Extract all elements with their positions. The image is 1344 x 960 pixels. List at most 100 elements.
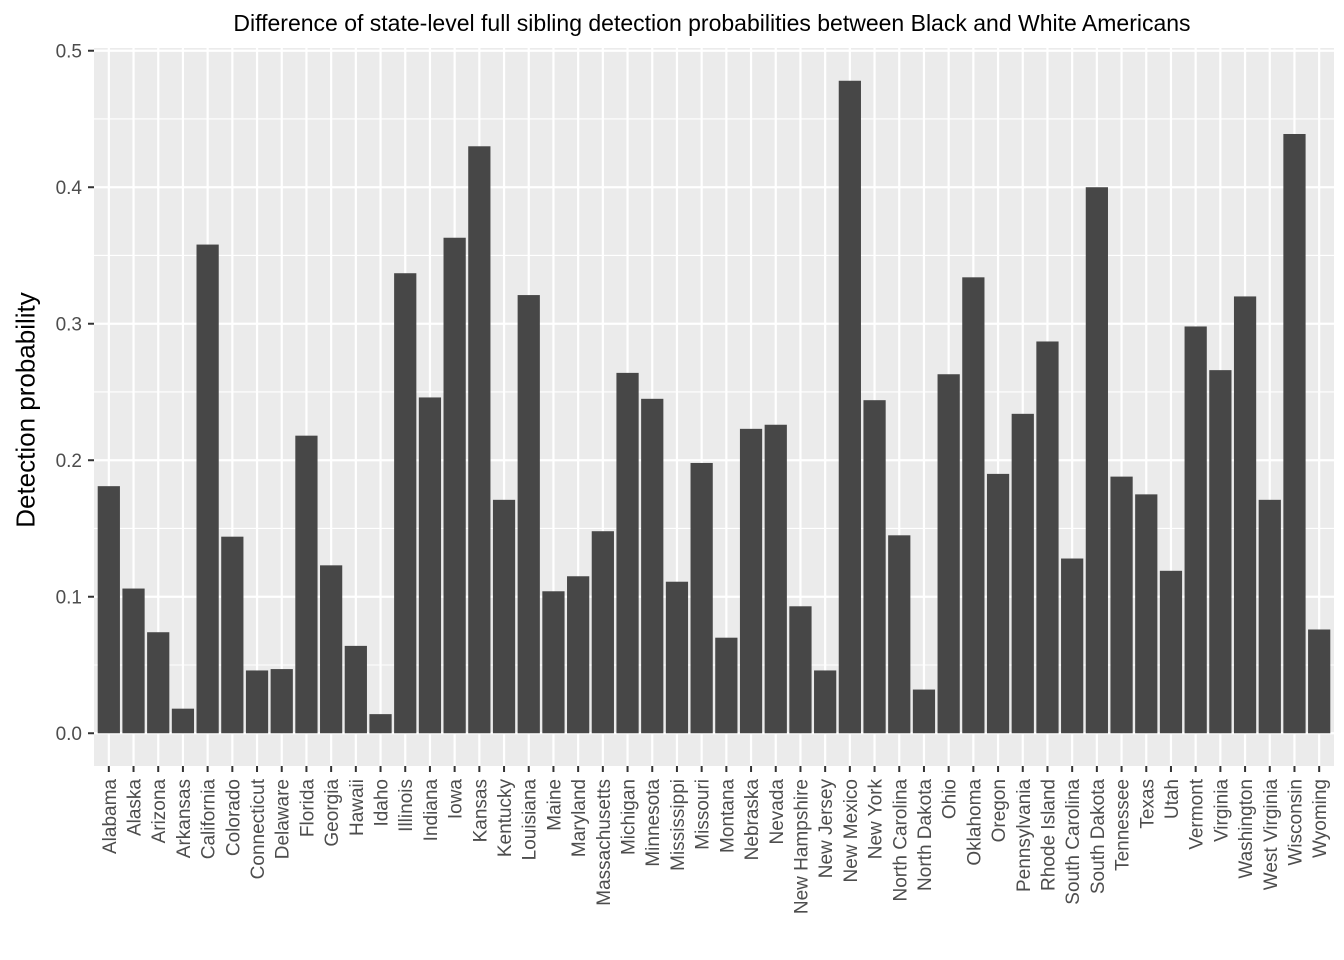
x-tick-label: Minnesota: [643, 779, 664, 867]
bar-illinois: [394, 273, 417, 734]
bar-new-jersey: [814, 670, 837, 734]
bar-nebraska: [739, 428, 763, 734]
bar-arizona: [147, 632, 170, 734]
x-tick-label: Montana: [717, 779, 738, 853]
bar-louisiana: [517, 295, 540, 734]
bar-west-virginia: [1258, 499, 1281, 734]
x-tick-label: Wyoming: [1310, 779, 1331, 858]
x-tick-label: Iowa: [446, 779, 467, 820]
x-tick-label: Hawaii: [347, 779, 368, 836]
bar-missouri: [690, 462, 713, 734]
x-tick-label: Maine: [544, 779, 565, 831]
bar-nevada: [764, 424, 787, 734]
bar-utah: [1159, 570, 1183, 734]
y-tick-label: 0.5: [56, 42, 82, 63]
bar-virginia: [1209, 370, 1232, 734]
bar-tennessee: [1110, 476, 1133, 734]
bar-new-mexico: [838, 80, 861, 734]
x-tick-label: Delaware: [273, 779, 294, 859]
bar-vermont: [1184, 326, 1207, 734]
x-tick-label: Kentucky: [495, 779, 516, 858]
bar-south-dakota: [1085, 187, 1108, 734]
x-tick-label: South Dakota: [1088, 779, 1109, 895]
x-axis: Alabama Alaska Arizona Arkansas California Co…: [100, 766, 1331, 914]
bar-alabama: [97, 486, 120, 734]
bar-indiana: [418, 397, 442, 734]
bar-washington: [1233, 296, 1257, 734]
bar-mississippi: [665, 581, 689, 734]
x-tick-label: Texas: [1137, 779, 1158, 829]
bar-arkansas: [171, 708, 195, 734]
bar-ohio: [937, 374, 960, 734]
x-tick-label: Ohio: [940, 779, 961, 819]
x-tick-label: Virginia: [1211, 779, 1232, 842]
x-tick-label: Florida: [297, 779, 318, 838]
x-tick-label: New Hampshire: [791, 779, 812, 914]
x-tick-label: Vermont: [1187, 778, 1208, 849]
x-tick-label: North Carolina: [890, 779, 911, 902]
bar-kentucky: [492, 499, 516, 734]
bar-maryland: [567, 576, 590, 734]
bar-california: [196, 244, 219, 734]
x-tick-label: Oregon: [989, 779, 1010, 842]
y-tick-label: 0.0: [56, 724, 82, 745]
x-tick-label: Colorado: [223, 779, 244, 856]
bar-new-hampshire: [789, 606, 812, 734]
x-tick-label: Louisiana: [520, 779, 541, 861]
x-tick-label: Idaho: [372, 779, 393, 827]
bar-michigan: [616, 372, 639, 734]
bar-pennsylvania: [1011, 413, 1034, 734]
x-tick-label: Alaska: [125, 779, 146, 836]
x-tick-label: Connecticut: [248, 778, 269, 879]
bar-minnesota: [641, 398, 664, 734]
bar-wyoming: [1308, 629, 1331, 734]
bar-texas: [1135, 494, 1158, 734]
x-tick-label: Arkansas: [174, 779, 195, 858]
bar-alaska: [122, 588, 145, 734]
bar-montana: [715, 637, 738, 734]
bar-massachusetts: [591, 531, 614, 734]
y-tick-label: 0.1: [56, 588, 82, 609]
x-tick-label: New Jersey: [816, 779, 837, 879]
x-tick-label: Nebraska: [742, 779, 763, 861]
x-tick-label: Michigan: [619, 779, 640, 855]
x-tick-label: Wisconsin: [1285, 779, 1306, 866]
x-tick-label: South Carolina: [1063, 779, 1084, 905]
bar-connecticut: [245, 670, 269, 734]
bar-idaho: [369, 714, 392, 734]
bar-georgia: [320, 565, 343, 734]
x-tick-label: Arizona: [149, 779, 170, 844]
bar-hawaii: [344, 645, 367, 734]
y-axis: 0.0 0.1 0.2 0.3 0.4 0.5: [56, 42, 94, 745]
bar-south-carolina: [1061, 558, 1084, 734]
bar-kansas: [468, 146, 491, 734]
y-tick-label: 0.4: [56, 178, 83, 199]
x-tick-label: Massachusetts: [594, 779, 615, 906]
x-tick-label: Illinois: [396, 779, 417, 832]
chart-title: Difference of state-level full sibling d…: [233, 10, 1191, 36]
bar-colorado: [221, 536, 244, 734]
bar-delaware: [270, 669, 293, 734]
x-tick-label: Kansas: [470, 779, 491, 842]
x-tick-label: West Virginia: [1261, 779, 1282, 891]
x-tick-label: Indiana: [421, 779, 442, 842]
x-tick-label: Washington: [1236, 779, 1257, 879]
x-tick-label: California: [199, 779, 220, 860]
bar-wisconsin: [1283, 133, 1306, 734]
bar-florida: [295, 435, 318, 734]
x-tick-label: Utah: [1162, 779, 1183, 819]
bars: [97, 80, 1331, 734]
bar-iowa: [443, 237, 466, 734]
bar-oklahoma: [962, 277, 985, 734]
x-tick-label: Nevada: [767, 779, 788, 845]
x-tick-label: New Mexico: [841, 779, 862, 882]
x-tick-label: New York: [866, 779, 887, 860]
x-tick-label: Rhode Island: [1038, 779, 1059, 891]
x-tick-label: Alabama: [100, 779, 121, 854]
x-tick-label: North Dakota: [915, 779, 936, 891]
x-tick-label: Pennsylvania: [1014, 779, 1035, 892]
bar-oregon: [986, 473, 1010, 734]
x-tick-label: Mississippi: [668, 779, 689, 871]
x-tick-label: Georgia: [322, 779, 343, 847]
